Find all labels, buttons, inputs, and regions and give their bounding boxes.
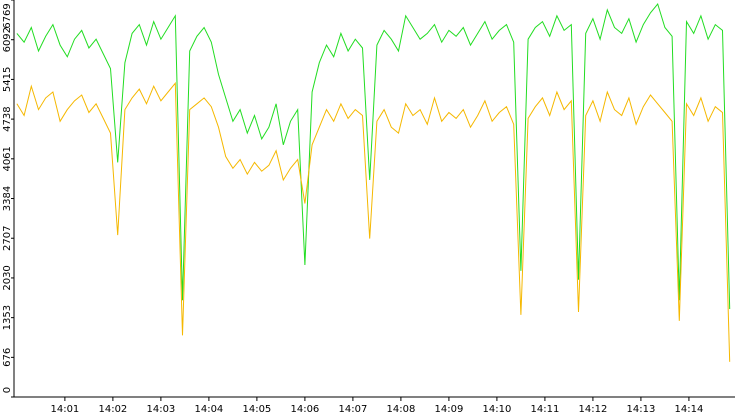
x-tick-label: 14:05 <box>242 404 271 415</box>
x-tick-label: 14:01 <box>50 404 79 415</box>
y-tick-label: 6092 <box>2 27 13 52</box>
y-tick-label: 2707 <box>2 226 13 251</box>
y-tick-label: 1353 <box>2 305 13 330</box>
x-tick-label: 14:09 <box>434 404 463 415</box>
y-tick-label: 676 <box>2 348 13 367</box>
x-tick-label: 14:11 <box>530 404 559 415</box>
x-tick-label: 14:02 <box>98 404 127 415</box>
y-tick-label: 6769 <box>2 3 13 28</box>
y-tick-label: 2030 <box>2 265 13 290</box>
x-tick-label: 14:08 <box>386 404 415 415</box>
x-tick-label: 14:07 <box>338 404 367 415</box>
y-tick-label: 4738 <box>2 106 13 131</box>
x-tick-label: 14:10 <box>482 404 511 415</box>
line-series <box>16 2 731 310</box>
x-tick-label: 14:04 <box>194 404 223 415</box>
y-tick-label: 0 <box>2 387 13 393</box>
y-tick-label: 3384 <box>2 186 13 211</box>
x-tick-label: 14:06 <box>290 404 319 415</box>
x-tick-label: 14:14 <box>675 404 704 415</box>
line-series <box>16 81 731 362</box>
y-tick-label: 4061 <box>2 146 13 171</box>
x-tick-label: 14:13 <box>627 404 656 415</box>
x-tick-label: 14:12 <box>578 404 607 415</box>
y-tick-label: 5415 <box>2 67 13 92</box>
x-tick-label: 14:03 <box>146 404 175 415</box>
